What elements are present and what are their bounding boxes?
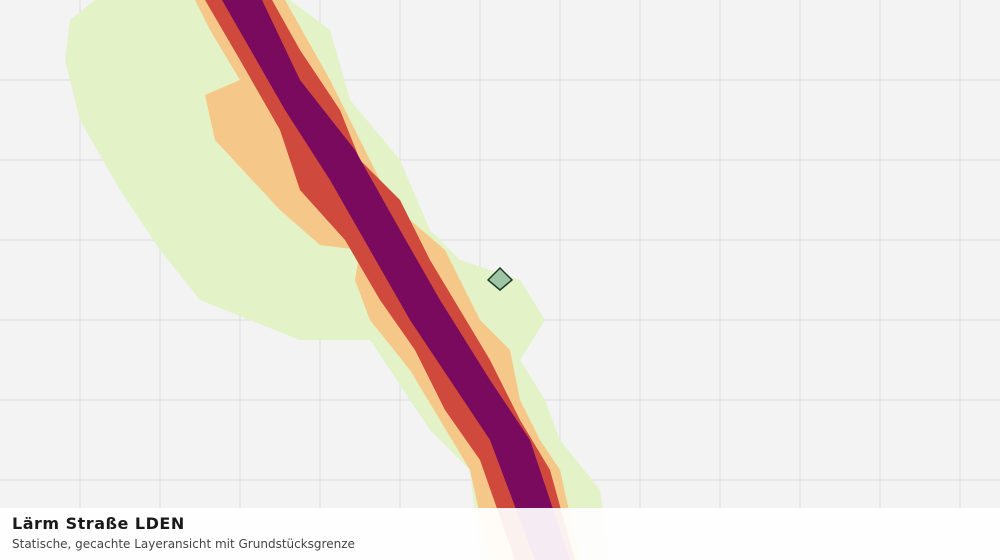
parcel-boundary: [486, 266, 514, 291]
layer-title: Lärm Straße LDEN: [12, 514, 185, 533]
caption: Lärm Straße LDEN Statische, gecachte Lay…: [0, 508, 1000, 560]
noise-zone-very-high: [222, 0, 570, 560]
layer-subtitle: Statische, gecachte Layeransicht mit Gru…: [12, 537, 355, 551]
